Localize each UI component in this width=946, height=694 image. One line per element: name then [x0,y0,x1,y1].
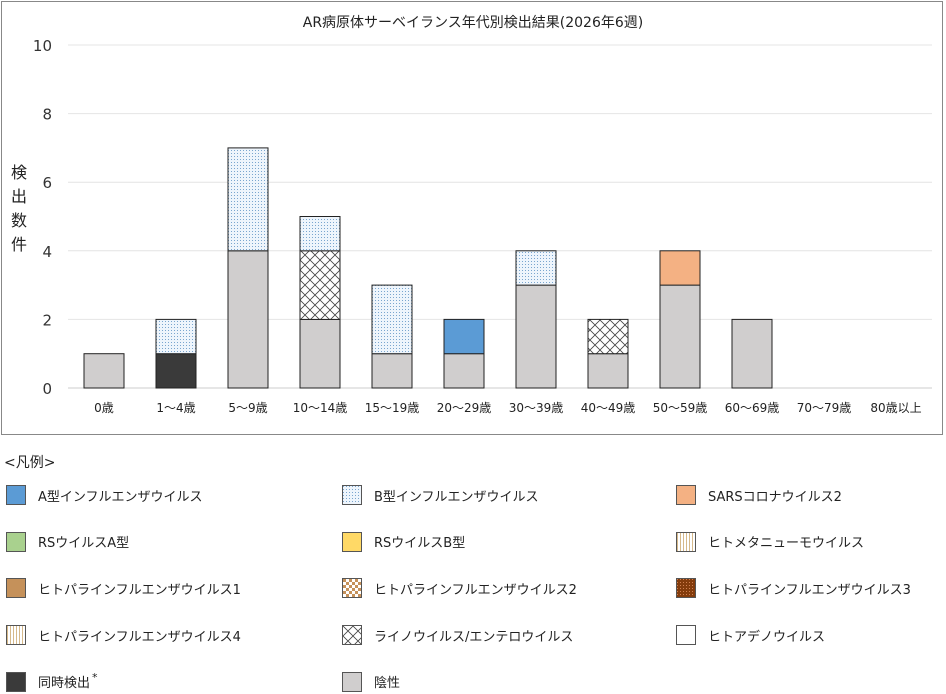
legend-swatch [342,485,362,505]
legend-item: RSウイルスB型 [342,531,466,552]
legend-swatch [676,485,696,505]
legend-label: B型インフルエンザウイルス [374,489,539,505]
legend-item: A型インフルエンザウイルス [6,485,203,505]
y-tick-label: 0 [42,380,52,398]
legend-label: ライノウイルス/エンテロウイルス [374,629,574,645]
legend-note: * [92,671,98,685]
bar-segment [227,250,269,389]
legend-swatch [6,485,26,505]
bar-segment [731,318,773,389]
x-tick-label: 0歳 [94,401,114,415]
legend-label: ヒトメタニューモウイルス [708,536,865,552]
legend-item: ライノウイルス/エンテロウイルス [342,625,574,646]
chart-title: AR病原体サーベイランス年代別検出結果(2026年6週) [303,15,643,31]
bar-segment [371,284,413,355]
y-tick-label: 8 [42,106,52,124]
legend-swatch [342,578,362,599]
legend-swatch [6,671,26,692]
x-tick-label: 70〜79歳 [797,401,852,415]
y-axis-label: 検出数件 [8,164,27,260]
x-tick-label: 30〜39歳 [509,401,564,415]
legend-swatch [342,625,362,646]
bar-segment [155,353,197,389]
legend-swatch [676,531,696,552]
legend-swatch [676,578,696,599]
legend-label: ヒトパラインフルエンザウイルス3 [708,582,911,598]
legend-title: <凡例> [4,455,56,471]
x-tick-label: 15〜19歳 [365,401,420,415]
chart-frame [1,1,943,435]
x-tick-label: 1〜4歳 [156,401,195,415]
legend-label: ヒトパラインフルエンザウイルス4 [38,629,241,645]
legend-label: A型インフルエンザウイルス [38,489,203,505]
legend-label: SARSコロナウイルス2 [708,489,842,505]
y-tick-label: 6 [42,174,52,192]
x-tick-label: 10〜14歳 [293,401,348,415]
legend-swatch [6,531,26,552]
legend-item: ヒトパラインフルエンザウイルス1 [6,578,241,599]
bar-segment [443,353,485,389]
legend-swatch [6,625,26,646]
legend-item: ヒトアデノウイルス [676,625,826,646]
legend-label: RSウイルスA型 [38,536,130,552]
bar-segment [515,250,557,286]
bar-segment [299,250,341,320]
bar-segment [155,318,197,355]
y-tick-label: 10 [33,37,52,55]
bar-segment [299,318,341,389]
bar-segment [299,216,341,252]
legend-label: 陰性 [374,676,401,692]
legend-label: ヒトパラインフルエンザウイルス1 [38,582,241,598]
legend-item: ヒトメタニューモウイルス [676,531,865,552]
legend-swatch [342,671,362,692]
stacked-bar-chart: AR病原体サーベイランス年代別検出結果(2026年6週) 0 2 4 6 8 10 0歳 1〜… [33,15,932,415]
legend-item: 同時検出 * [6,671,98,692]
legend-swatch [676,625,696,646]
y-tick-label: 4 [42,243,52,261]
legend-label: 同時検出 [38,676,91,692]
legend-item: ヒトパラインフルエンザウイルス4 [6,625,241,646]
bar-segment [227,147,269,252]
legend-item: RSウイルスA型 [6,531,130,552]
legend-label: ヒトパラインフルエンザウイルス2 [374,582,577,598]
bar-segment [371,353,413,389]
legend-item: 陰性 [342,671,401,692]
bar-segment [587,353,629,389]
bar-segment [659,250,701,286]
legend-item: ヒトパラインフルエンザウイルス3 [676,578,911,599]
bar-segment [587,318,629,355]
bar-segment [443,318,485,355]
x-tick-label: 60〜69歳 [725,401,780,415]
x-tick-label: 5〜9歳 [228,401,267,415]
legend-item: SARSコロナウイルス2 [676,485,842,505]
legend-item: ヒトパラインフルエンザウイルス2 [342,578,577,599]
x-tick-label: 50〜59歳 [653,401,708,415]
legend-swatch [342,531,362,552]
legend-swatch [6,578,26,599]
x-tick-label: 40〜49歳 [581,401,636,415]
x-tick-label: 80歳以上 [870,401,921,415]
legend-label: RSウイルスB型 [374,536,466,552]
x-tick-label: 20〜29歳 [437,401,492,415]
bar-segment [515,284,557,389]
legend-item: B型インフルエンザウイルス [342,485,539,505]
y-tick-label: 2 [42,311,52,329]
bar-segment [659,284,701,389]
legend-label: ヒトアデノウイルス [708,629,826,645]
bar-segment [83,353,125,389]
